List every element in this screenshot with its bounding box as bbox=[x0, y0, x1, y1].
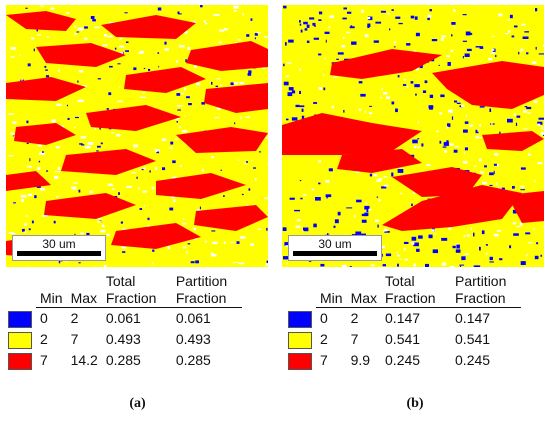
row-total: 0.147 bbox=[385, 310, 421, 326]
legend-row-a-2: 7 14.2 0.285 0.285 bbox=[4, 350, 242, 371]
swatch-blue-a bbox=[8, 310, 32, 328]
row-min: 2 bbox=[40, 331, 48, 347]
swatch-yellow-a bbox=[8, 331, 32, 349]
row-max: 9.9 bbox=[350, 352, 371, 368]
row-partition: 0.541 bbox=[455, 331, 491, 347]
panel-a: 30 um Min Max Total Fraction Partition F… bbox=[4, 5, 268, 411]
row-max: 2 bbox=[70, 310, 79, 326]
kam-map-b: 30 um bbox=[282, 5, 544, 267]
row-min: 7 bbox=[40, 352, 48, 368]
row-min: 0 bbox=[320, 310, 328, 326]
scale-bar-label-b: 30 um bbox=[318, 237, 352, 251]
legend-row-a-1: 2 7 0.493 0.493 bbox=[4, 329, 242, 350]
row-max: 7 bbox=[70, 331, 79, 347]
scale-bar-line-b bbox=[293, 251, 377, 256]
header-max-b: Max bbox=[346, 273, 382, 308]
scale-bar-b: 30 um bbox=[288, 235, 382, 261]
row-total: 0.245 bbox=[385, 352, 421, 368]
scale-bar-line-a bbox=[17, 251, 101, 256]
kam-map-b-image bbox=[282, 5, 544, 267]
header-max-a: Max bbox=[66, 273, 102, 308]
swatch-blue-b bbox=[288, 310, 312, 328]
header-partition-a: Partition Fraction bbox=[171, 273, 242, 308]
kam-map-a: 30 um bbox=[6, 5, 268, 267]
row-total: 0.493 bbox=[105, 331, 141, 347]
swatch-yellow-b bbox=[288, 331, 312, 349]
caption-a: (a) bbox=[129, 396, 146, 411]
row-min: 7 bbox=[320, 352, 328, 368]
legend-table-a: Min Max Total Fraction Partition Fractio… bbox=[4, 273, 242, 371]
legend-header-row-b: Min Max Total Fraction Partition Fractio… bbox=[284, 273, 522, 308]
row-partition: 0.245 bbox=[455, 352, 491, 368]
kam-map-a-image bbox=[6, 5, 268, 267]
legend-row-a-0: 0 2 0.061 0.061 bbox=[4, 308, 242, 330]
header-partition-b: Partition Fraction bbox=[451, 273, 522, 308]
panel-b: 30 um Min Max Total Fraction Partition F… bbox=[280, 0, 550, 421]
scale-bar-a: 30 um bbox=[12, 235, 106, 261]
row-partition: 0.285 bbox=[175, 352, 211, 368]
scale-bar-label-a: 30 um bbox=[42, 237, 76, 251]
row-total: 0.285 bbox=[105, 352, 141, 368]
row-partition: 0.493 bbox=[175, 331, 211, 347]
row-total: 0.541 bbox=[385, 331, 421, 347]
row-max: 14.2 bbox=[70, 352, 98, 368]
legend-row-b-2: 7 9.9 0.245 0.245 bbox=[284, 350, 521, 371]
row-partition: 0.061 bbox=[175, 310, 211, 326]
legend-table-b: Min Max Total Fraction Partition Fractio… bbox=[284, 273, 522, 371]
legend-header-row-a: Min Max Total Fraction Partition Fractio… bbox=[4, 273, 242, 308]
row-max: 7 bbox=[350, 331, 359, 347]
header-min-b: Min bbox=[316, 273, 347, 308]
swatch-red-a bbox=[8, 352, 32, 370]
row-partition: 0.147 bbox=[455, 310, 491, 326]
legend-row-b-1: 2 7 0.541 0.541 bbox=[284, 329, 521, 350]
header-total-b: Total Fraction bbox=[381, 273, 452, 308]
legend-row-b-0: 0 2 0.147 0.147 bbox=[284, 308, 521, 330]
row-min: 2 bbox=[320, 331, 328, 347]
row-total: 0.061 bbox=[105, 310, 141, 326]
header-total-a: Total Fraction bbox=[101, 273, 172, 308]
row-max: 2 bbox=[350, 310, 359, 326]
caption-b: (b) bbox=[406, 396, 424, 411]
row-min: 0 bbox=[40, 310, 48, 326]
header-min-a: Min bbox=[36, 273, 67, 308]
swatch-red-b bbox=[288, 352, 312, 370]
